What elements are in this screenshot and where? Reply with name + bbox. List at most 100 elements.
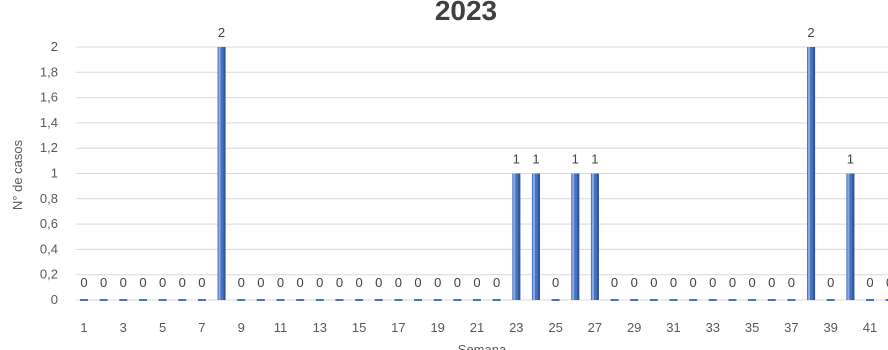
data-label: 0 (768, 275, 775, 290)
bar-highlight (808, 47, 811, 300)
bar-highlight (513, 173, 516, 300)
bar (669, 299, 678, 301)
data-label: 0 (709, 275, 716, 290)
bar (787, 299, 796, 301)
bar (394, 299, 403, 301)
bar (374, 299, 383, 301)
data-label: 1 (591, 152, 598, 167)
x-tick-label: 37 (784, 320, 798, 335)
bar (197, 299, 206, 301)
bar (296, 299, 305, 301)
bar (689, 299, 698, 301)
bar (767, 299, 776, 301)
bar (178, 299, 187, 301)
data-label: 0 (788, 275, 795, 290)
data-label: 0 (690, 275, 697, 290)
bar (99, 299, 108, 301)
y-tick-label: 1,4 (40, 115, 58, 130)
x-tick-label: 39 (823, 320, 837, 335)
y-tick-label: 1,6 (40, 90, 58, 105)
data-label: 1 (532, 152, 539, 167)
bar (630, 299, 639, 301)
x-tick-label: 31 (666, 320, 680, 335)
data-label: 0 (631, 275, 638, 290)
bar (276, 299, 285, 301)
x-tick-label: 19 (430, 320, 444, 335)
x-tick-label: 23 (509, 320, 523, 335)
x-tick-label: 29 (627, 320, 641, 335)
data-label: 0 (748, 275, 755, 290)
x-tick-label: 25 (548, 320, 562, 335)
data-label: 0 (316, 275, 323, 290)
bar (728, 299, 737, 301)
y-tick-label: 1,2 (40, 140, 58, 155)
x-tick-label: 15 (352, 320, 366, 335)
x-tick-label: 41 (863, 320, 877, 335)
y-axis-title: N° de casos (10, 139, 25, 210)
data-label: 0 (336, 275, 343, 290)
bar (138, 299, 147, 301)
data-label: 0 (198, 275, 205, 290)
data-label: 0 (297, 275, 304, 290)
data-label: 0 (277, 275, 284, 290)
bar-shade (537, 173, 540, 300)
data-label: 0 (159, 275, 166, 290)
data-label: 0 (238, 275, 245, 290)
bar (807, 47, 816, 300)
y-tick-label: 0,8 (40, 191, 58, 206)
bar (256, 299, 265, 301)
data-label: 0 (179, 275, 186, 290)
data-label: 0 (375, 275, 382, 290)
bar (531, 173, 540, 300)
bar (748, 299, 757, 301)
bar (551, 299, 560, 301)
data-label: 0 (729, 275, 736, 290)
bar-highlight (847, 173, 850, 300)
data-label: 0 (650, 275, 657, 290)
data-label: 1 (847, 152, 854, 167)
bar (590, 173, 599, 300)
bar (414, 299, 423, 301)
bar-highlight (572, 173, 575, 300)
bar (610, 299, 619, 301)
bar-highlight (532, 173, 535, 300)
data-label: 0 (139, 275, 146, 290)
x-tick-label: 3 (120, 320, 127, 335)
bar-highlight (591, 173, 594, 300)
data-label: 0 (434, 275, 441, 290)
bar (453, 299, 462, 301)
data-label: 0 (670, 275, 677, 290)
bar (571, 173, 580, 300)
data-label: 0 (395, 275, 402, 290)
chart-title: 2023 (435, 0, 497, 26)
y-tick-label: 1 (51, 166, 58, 181)
bar-shade (518, 173, 521, 300)
data-label: 0 (120, 275, 127, 290)
bar (492, 299, 501, 301)
bar (433, 299, 442, 301)
bar-shade (577, 173, 580, 300)
y-axis-ticks: 0 0,2 0,4 0,6 0,8 1 1,2 1,4 1,6 1,8 2 (40, 39, 58, 307)
x-axis-ticks: 1 3 5 7 9 11 13 15 17 19 21 23 25 27 29 31 33 35 37 39 41 (80, 320, 877, 335)
bar (473, 299, 481, 301)
data-label: 0 (493, 275, 500, 290)
bar (119, 299, 128, 301)
gridlines (76, 46, 888, 301)
bar-highlight (218, 47, 221, 300)
data-label: 0 (473, 275, 480, 290)
bar (237, 299, 246, 301)
x-tick-label: 5 (159, 320, 166, 335)
y-tick-label: 2 (51, 39, 58, 54)
x-tick-label: 13 (313, 320, 327, 335)
bar (512, 173, 521, 300)
bar (355, 299, 364, 301)
x-tick-label: 9 (238, 320, 245, 335)
bar (315, 299, 324, 301)
bar (158, 299, 167, 301)
data-label: 0 (355, 275, 362, 290)
bar (80, 299, 88, 301)
x-tick-label: 1 (80, 320, 87, 335)
data-label: 0 (454, 275, 461, 290)
x-axis-title: Semana (458, 342, 507, 350)
bar (846, 173, 855, 300)
